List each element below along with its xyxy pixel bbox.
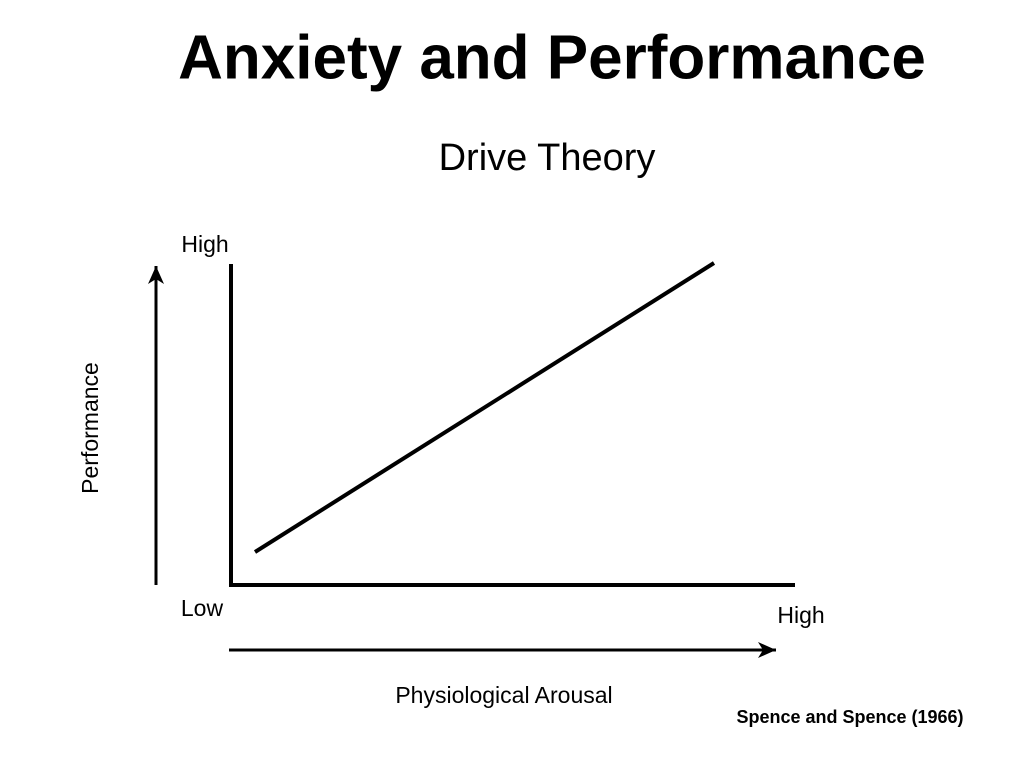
x-axis-title: Physiological Arousal <box>395 682 612 708</box>
y-axis-title: Performance <box>77 362 103 494</box>
y-low-label: Low <box>181 595 224 621</box>
x-high-label: High <box>777 602 824 628</box>
subtitle: Drive Theory <box>439 137 656 179</box>
drive-line <box>253 261 716 554</box>
citation: Spence and Spence (1966) <box>736 707 963 727</box>
y-high-label: High <box>181 231 228 257</box>
title: Anxiety and Performance <box>178 23 926 92</box>
